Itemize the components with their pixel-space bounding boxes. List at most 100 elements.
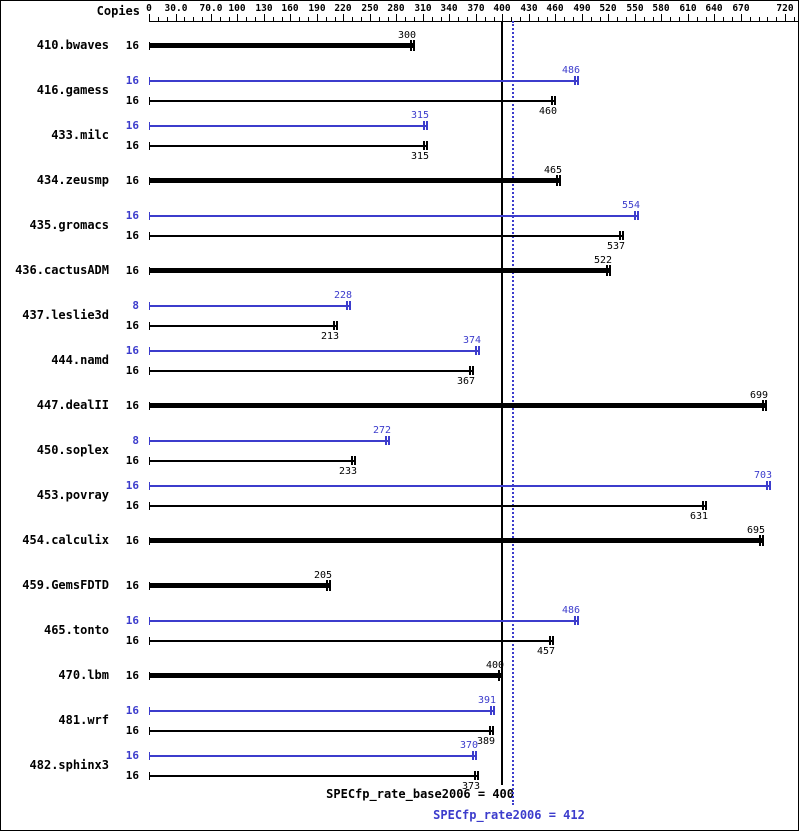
copies-value: 16 [125,613,139,627]
base-bar [149,234,623,237]
axis-major-tick [449,14,450,21]
axis-minor-tick [414,17,415,21]
bar-end-tick [577,76,579,85]
bar-value-label: 233 [338,465,357,477]
base-bar [149,369,473,372]
axis-major-tick [343,14,344,21]
bar-end-tick [472,751,474,760]
axis-minor-tick [193,17,194,21]
copies-column-header: Copies [96,4,140,18]
benchmark-label: 433.milc [51,127,109,142]
axis-minor-tick [759,17,760,21]
axis-tick-label: 400 [493,3,511,14]
axis-tick-label: 310 [414,3,432,14]
base-bar [149,268,610,273]
copies-value: 16 [125,118,139,132]
axis-minor-tick [299,17,300,21]
base-bar [149,774,478,777]
axis-major-tick [635,14,636,21]
bar-end-tick [759,535,761,546]
copies-value: 16 [125,398,139,412]
bar-end-tick [388,436,390,445]
axis-minor-tick [202,17,203,21]
axis-minor-tick [308,17,309,21]
bar-end-tick [426,141,428,150]
bar-value-label: 370 [459,739,478,751]
axis-minor-tick [750,17,751,21]
copies-value: 16 [125,173,139,187]
base-bar [149,583,330,588]
bar-end-tick [637,211,639,220]
bar-end-tick [634,211,636,220]
axis-tick-label: 720 [776,3,794,14]
bar-end-tick [554,96,556,105]
bar-end-tick [469,366,471,375]
axis-minor-tick [167,17,168,21]
bar-end-tick [351,456,353,465]
bar-value-label: 272 [372,424,391,436]
axis-minor-tick [255,17,256,21]
benchmark-label: 447.dealII [36,397,109,412]
bar-end-tick [475,751,477,760]
copies-value: 16 [125,578,139,592]
benchmark-label: 481.wrf [58,712,109,727]
bar-end-tick [426,121,428,130]
axis-minor-tick [335,17,336,21]
axis-minor-tick [697,17,698,21]
axis-tick-label: 580 [652,3,670,14]
bar-end-tick [619,231,621,240]
peak-bar [149,349,479,352]
peak-bar [149,754,476,757]
bar-end-tick [705,501,707,510]
axis-minor-tick [458,17,459,21]
axis-tick-label: 520 [599,3,617,14]
axis-major-tick [211,14,212,21]
bar-value-label: 228 [333,289,352,301]
peak-bar [149,619,578,622]
bar-end-tick [622,231,624,240]
axis-tick-label: 640 [705,3,723,14]
axis-minor-tick [732,17,733,21]
axis-minor-tick [538,17,539,21]
axis-minor-tick [706,17,707,21]
axis-minor-tick [511,17,512,21]
benchmark-label: 482.sphinx3 [29,757,109,772]
axis-minor-tick [352,17,353,21]
bar-end-tick [475,346,477,355]
base-bar [149,403,766,408]
axis-baseline [149,21,798,22]
bar-end-tick [477,771,479,780]
bar-end-tick [354,456,356,465]
copies-value: 8 [132,298,139,312]
axis-minor-tick [282,17,283,21]
axis-minor-tick [794,17,795,21]
bar-value-label: 400 [485,659,504,671]
benchmark-label: 454.calculix [22,532,109,547]
bar-end-tick [478,346,480,355]
axis-tick-label: 670 [732,3,750,14]
bar-end-tick [574,616,576,625]
bar-end-tick [559,175,561,186]
bar-end-tick [493,706,495,715]
base-bar [149,144,427,147]
bar-end-tick [346,301,348,310]
axis-minor-tick [494,17,495,21]
axis-tick-label: 610 [679,3,697,14]
bar-end-tick [609,265,611,276]
copies-value: 16 [125,263,139,277]
bar-end-tick [492,726,494,735]
axis-minor-tick [626,17,627,21]
bar-end-tick [336,321,338,330]
axis-minor-tick [573,17,574,21]
axis-major-tick [502,14,503,21]
axis-minor-tick [520,17,521,21]
axis-minor-tick [441,17,442,21]
axis-minor-tick [388,17,389,21]
copies-value: 16 [125,363,139,377]
bar-end-tick [551,96,553,105]
bar-end-tick [577,616,579,625]
bar-value-label: 213 [320,330,339,342]
axis-minor-tick [591,17,592,21]
copies-value: 16 [125,38,139,52]
bar-end-tick [769,481,771,490]
